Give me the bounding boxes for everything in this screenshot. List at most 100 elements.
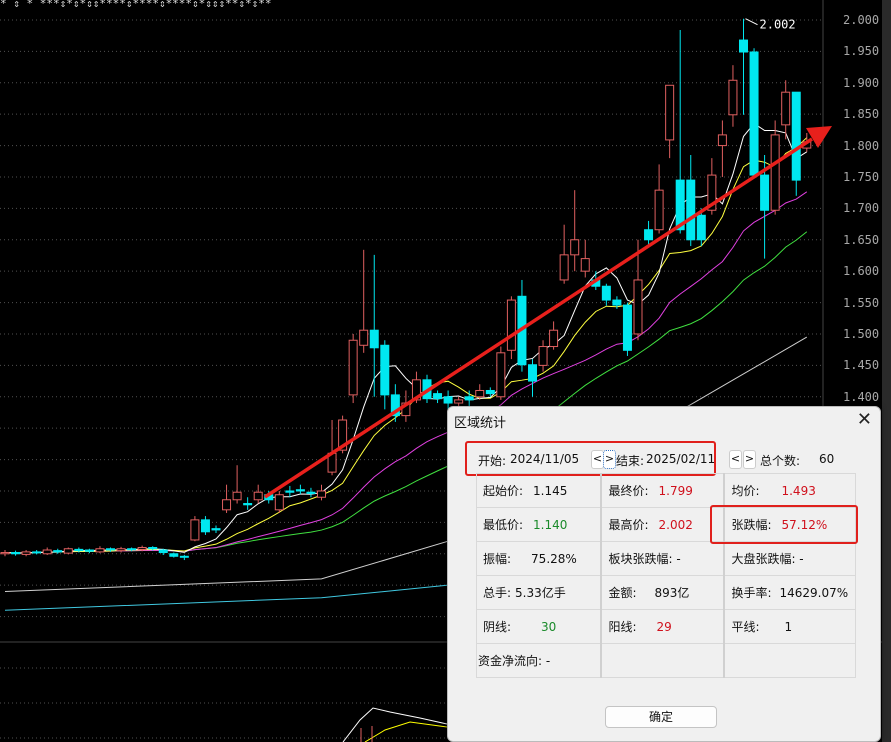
candle-down xyxy=(369,329,379,349)
candle-down xyxy=(200,519,210,533)
event-markers[interactable]: * ⇕ * ***⇕*⇕*⇕⇕****⇕****⇕****⇕*⇕⇕⇕**⇕*⇕*… xyxy=(0,0,272,10)
candle-down xyxy=(644,229,654,241)
candle-down xyxy=(285,490,295,493)
candle-up xyxy=(21,551,31,555)
y-axis-label: 1.500 xyxy=(843,326,880,341)
candle-down xyxy=(158,549,168,554)
candle-up xyxy=(717,134,727,147)
candle-up xyxy=(95,548,105,553)
candle-down xyxy=(612,299,622,306)
candle-down xyxy=(443,396,453,404)
candle-down xyxy=(433,393,443,400)
count-label: 总个数: xyxy=(760,454,801,468)
stat-market-change: 大盘张跌幅: - xyxy=(723,541,857,576)
candle-up xyxy=(570,239,580,256)
candle-up xyxy=(359,329,369,346)
candle-up xyxy=(580,258,590,272)
trend-arrow-line xyxy=(264,137,813,499)
stat-fund-flow: 资金净流向: - xyxy=(476,643,602,678)
count-value: 60 xyxy=(819,452,835,466)
candle-down xyxy=(127,548,137,551)
ok-button[interactable]: 确定 xyxy=(605,706,717,728)
end-prev-button[interactable]: < xyxy=(729,450,742,469)
y-axis-label: 1.950 xyxy=(843,44,880,59)
candle-up xyxy=(317,490,326,498)
end-label: 结束: xyxy=(616,454,645,468)
stat-down-count: 阴线: 30 xyxy=(476,609,602,644)
stat-low: 最低价: 1.140 xyxy=(476,507,602,542)
candle-down xyxy=(675,179,685,231)
candle-down xyxy=(53,550,63,553)
candle-up xyxy=(665,84,675,141)
stats-table: 起始价: 1.145 最终价: 1.799 均价: 1.493 最低价: 1.140 最… xyxy=(476,473,857,678)
stat-high: 最高价: 2.002 xyxy=(600,507,726,542)
close-icon[interactable]: ✕ xyxy=(856,409,872,430)
candle-up xyxy=(781,91,791,126)
candle-down xyxy=(696,214,706,241)
y-axis-label: 2.000 xyxy=(843,12,880,27)
scrollbar[interactable] xyxy=(882,0,891,742)
stat-change: 张跌幅: 57.12% xyxy=(723,507,857,542)
candle-up xyxy=(633,279,643,335)
candle-down xyxy=(11,552,21,555)
candle-down xyxy=(464,396,474,401)
empty-cell xyxy=(723,643,857,678)
candle-down xyxy=(749,51,759,176)
candle-down xyxy=(622,304,632,351)
candle-up xyxy=(538,346,548,366)
candle-down xyxy=(84,549,94,552)
candle-down xyxy=(179,555,189,558)
stat-volume: 总手: 5.33亿手 xyxy=(476,575,602,610)
candle-up xyxy=(506,299,516,351)
stat-avg: 均价: 1.493 xyxy=(723,473,857,508)
candle-down xyxy=(791,91,801,181)
candle-down xyxy=(148,546,158,550)
empty-cell xyxy=(600,643,726,678)
candle-up xyxy=(348,339,358,396)
candle-up xyxy=(253,491,263,501)
y-axis-label: 1.800 xyxy=(843,138,880,153)
candle-down xyxy=(169,553,179,557)
candle-up xyxy=(654,189,664,231)
y-axis-label: 1.900 xyxy=(843,75,880,90)
y-axis-label: 1.700 xyxy=(843,201,880,216)
candle-down xyxy=(32,551,42,554)
candle-up xyxy=(274,494,284,511)
candle-down xyxy=(739,39,748,53)
start-next-button[interactable]: > xyxy=(603,450,616,469)
candle-down xyxy=(528,364,537,382)
dialog-title: 区域统计 xyxy=(454,416,507,431)
y-axis-label: 1.650 xyxy=(843,232,880,247)
candle-up xyxy=(190,519,200,541)
candle-up xyxy=(42,549,52,555)
candle-up xyxy=(137,546,147,550)
y-axis-label: 1.550 xyxy=(843,295,880,310)
stat-turnover: 换手率: 14629.07% xyxy=(723,575,857,610)
candle-down xyxy=(306,491,316,494)
candle-down xyxy=(243,503,253,506)
indicator-line-yellow xyxy=(364,721,448,742)
candle-up xyxy=(232,491,242,501)
candle-down xyxy=(390,394,400,417)
candle-down xyxy=(485,389,495,395)
candle-up xyxy=(116,548,126,552)
candle-up xyxy=(728,79,738,116)
change-highlight xyxy=(710,505,858,544)
end-next-button[interactable]: > xyxy=(743,450,756,469)
candle-down xyxy=(295,489,305,492)
candle-down xyxy=(760,174,770,211)
ma20-line xyxy=(4,191,808,554)
candle-up xyxy=(454,399,464,404)
stat-open: 起始价: 1.145 xyxy=(476,473,602,508)
trend-arrow-head xyxy=(806,126,832,148)
stat-up-count: 阳线: 29 xyxy=(600,609,726,644)
candle-up xyxy=(707,174,717,211)
y-axis-label: 1.450 xyxy=(843,358,880,373)
candle-up xyxy=(559,254,569,281)
y-axis-label: 1.600 xyxy=(843,264,880,279)
y-axis-label: 1.400 xyxy=(843,389,880,404)
y-axis-label: 1.850 xyxy=(843,107,880,122)
candle-up xyxy=(338,419,348,451)
range-stats-dialog: 区域统计 ✕ 开始: 2024/11/05 < > 结束: 2025/02/11… xyxy=(447,406,881,742)
candle-down xyxy=(74,548,84,552)
